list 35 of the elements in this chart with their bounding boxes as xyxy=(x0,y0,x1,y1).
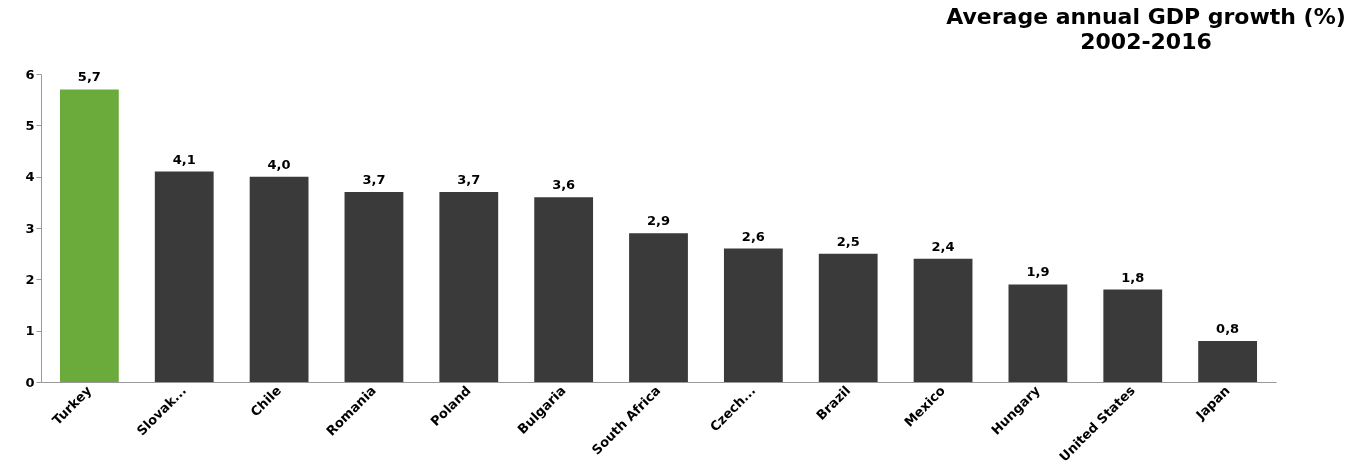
data-label: 2,9 xyxy=(646,213,671,229)
bar xyxy=(723,248,783,382)
bar xyxy=(344,192,404,382)
bar xyxy=(1103,289,1163,382)
data-label: 2,4 xyxy=(931,238,955,254)
data-label: 1,8 xyxy=(1121,269,1145,285)
data-label: 1,9 xyxy=(1026,264,1050,280)
data-label: 4,0 xyxy=(267,156,291,172)
y-tick-label: 4 xyxy=(25,169,35,185)
bar xyxy=(534,197,594,382)
y-tick-label: 0 xyxy=(25,374,35,390)
data-label: 3,7 xyxy=(457,172,481,188)
y-tick-label: 1 xyxy=(25,323,35,339)
data-label: 0,8 xyxy=(1216,320,1240,336)
y-tick-label: 3 xyxy=(25,220,35,236)
bar xyxy=(913,258,973,382)
bar xyxy=(439,192,499,382)
bar xyxy=(59,89,119,382)
data-label: 4,1 xyxy=(172,151,196,167)
bar xyxy=(1198,340,1258,382)
bar xyxy=(818,253,878,382)
bar xyxy=(249,176,309,382)
data-label: 2,5 xyxy=(836,233,860,249)
chart-title: Average annual GDP growth (%) xyxy=(946,4,1346,29)
bar xyxy=(1008,284,1068,382)
chart-subtitle: 2002-2016 xyxy=(1080,29,1212,54)
bar xyxy=(629,233,688,382)
data-label: 3,6 xyxy=(552,177,576,193)
data-label: 5,7 xyxy=(77,69,101,85)
y-tick-label: 5 xyxy=(25,117,35,133)
data-label: 3,7 xyxy=(362,172,386,188)
y-tick-label: 2 xyxy=(25,271,35,287)
bar xyxy=(154,171,214,382)
data-label: 2,6 xyxy=(741,228,765,244)
y-tick-label: 6 xyxy=(25,66,35,82)
